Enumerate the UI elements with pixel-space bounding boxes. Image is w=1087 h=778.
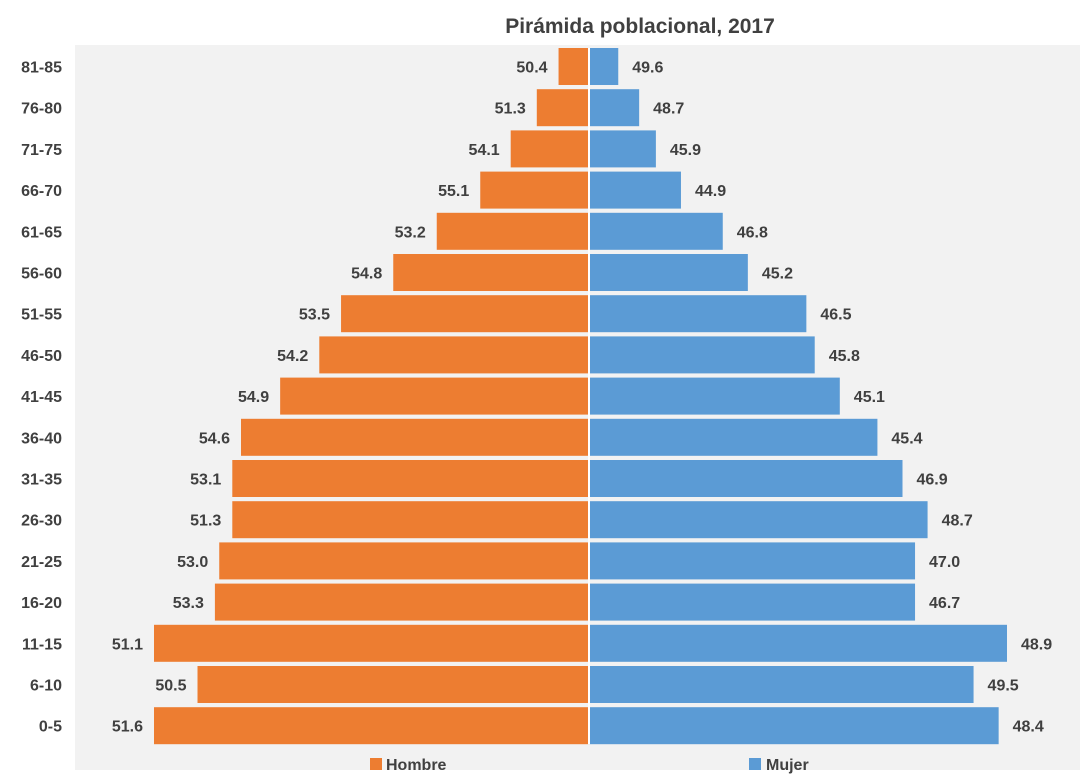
data-label-mujer-61-65: 46.8 [737,224,768,241]
category-label-81-85: 81-85 [21,60,62,77]
bar-mujer-51-55 [589,295,807,333]
category-label-21-25: 21-25 [21,554,62,571]
data-label-mujer-46-50: 45.8 [829,348,860,365]
category-label-0-5: 0-5 [39,719,62,736]
data-label-hombre-31-35: 53.1 [190,472,221,489]
category-label-41-45: 41-45 [21,389,62,406]
data-label-mujer-71-75: 45.9 [670,142,701,159]
data-label-hombre-21-25: 53.0 [177,554,208,571]
data-label-hombre-11-15: 51.1 [112,636,143,653]
category-label-71-75: 71-75 [21,142,62,159]
data-label-hombre-0-5: 51.6 [112,719,143,736]
bar-hombre-6-10 [197,666,589,703]
data-label-mujer-11-15: 48.9 [1021,636,1052,653]
legend-swatch-hombre [370,758,382,770]
data-label-mujer-66-70: 44.9 [695,183,726,200]
bar-mujer-76-80 [589,89,640,127]
data-labels-layer: 50.4 49.6 51.3 48.7 54.1 45.9 55.1 44.9 53.2 46.8… [112,60,1052,736]
bar-hombre-66-70 [480,171,589,209]
data-label-mujer-41-45: 45.1 [854,389,885,406]
bar-hombre-11-15 [154,624,589,662]
bar-hombre-16-20 [214,583,589,621]
category-label-51-55: 51-55 [21,307,62,324]
bar-hombre-81-85 [558,48,589,85]
category-label-36-40: 36-40 [21,430,62,447]
bar-mujer-36-40 [589,418,878,456]
data-label-mujer-76-80: 48.7 [653,101,684,118]
bar-mujer-21-25 [589,542,916,580]
category-labels-layer: 81-85 76-80 71-75 66-70 61-65 56-60 51-55 46-50… [21,60,62,736]
bar-hombre-21-25 [219,542,589,580]
bar-mujer-81-85 [589,48,619,85]
category-label-76-80: 76-80 [21,101,62,118]
bar-hombre-71-75 [510,130,589,168]
bar-hombre-41-45 [280,377,589,415]
bar-hombre-76-80 [536,89,589,127]
category-label-66-70: 66-70 [21,183,62,200]
bar-hombre-51-55 [341,295,589,333]
bar-hombre-31-35 [232,460,590,497]
data-label-hombre-36-40: 54.6 [199,430,230,447]
data-label-hombre-51-55: 53.5 [299,307,330,324]
category-label-16-20: 16-20 [21,595,62,612]
bar-mujer-61-65 [589,212,723,250]
bar-mujer-31-35 [589,460,903,497]
category-label-31-35: 31-35 [21,472,62,489]
bar-mujer-71-75 [589,130,656,168]
category-label-46-50: 46-50 [21,348,62,365]
bar-mujer-6-10 [589,666,974,703]
data-label-hombre-71-75: 54.1 [469,142,500,159]
category-label-56-60: 56-60 [21,266,62,283]
data-label-hombre-46-50: 54.2 [277,348,308,365]
data-label-mujer-26-30: 48.7 [942,513,973,530]
bar-hombre-36-40 [241,418,589,456]
category-label-6-10: 6-10 [30,678,62,695]
bar-mujer-46-50 [589,336,815,374]
category-label-11-15: 11-15 [22,636,62,653]
data-label-mujer-16-20: 46.7 [929,595,960,612]
bars-layer [154,48,1007,745]
bar-hombre-61-65 [436,212,589,250]
bar-hombre-46-50 [319,336,589,374]
category-label-61-65: 61-65 [21,224,62,241]
bar-mujer-11-15 [589,624,1007,662]
data-label-mujer-31-35: 46.9 [917,472,948,489]
data-label-hombre-41-45: 54.9 [238,389,269,406]
data-label-hombre-76-80: 51.3 [495,101,526,118]
bar-mujer-0-5 [589,707,999,745]
bar-mujer-56-60 [589,254,748,291]
data-label-hombre-61-65: 53.2 [395,224,426,241]
bar-mujer-66-70 [589,171,681,209]
data-label-mujer-51-55: 46.5 [820,307,851,324]
data-label-hombre-66-70: 55.1 [438,183,469,200]
bar-mujer-26-30 [589,501,928,539]
bar-mujer-41-45 [589,377,840,415]
data-label-hombre-56-60: 54.8 [351,266,382,283]
legend-label-mujer: Mujer [766,757,809,774]
bar-mujer-16-20 [589,583,916,621]
data-label-mujer-21-25: 47.0 [929,554,960,571]
data-label-hombre-81-85: 50.4 [516,60,547,77]
data-label-hombre-16-20: 53.3 [173,595,204,612]
data-label-mujer-36-40: 45.4 [891,430,922,447]
data-label-mujer-56-60: 45.2 [762,266,793,283]
data-label-mujer-81-85: 49.6 [632,60,663,77]
data-label-hombre-6-10: 50.5 [155,678,186,695]
bar-hombre-0-5 [154,707,589,745]
data-label-mujer-0-5: 48.4 [1013,719,1044,736]
chart-title: Pirámida poblacional, 2017 [505,15,775,38]
data-label-hombre-26-30: 51.3 [190,513,221,530]
legend-swatch-mujer [749,758,761,770]
bar-hombre-56-60 [393,254,589,291]
legend-label-hombre: Hombre [386,757,447,774]
legend: Hombre Mujer [370,757,809,774]
data-label-mujer-6-10: 49.5 [988,678,1019,695]
category-label-26-30: 26-30 [21,513,62,530]
bar-hombre-26-30 [232,501,590,539]
